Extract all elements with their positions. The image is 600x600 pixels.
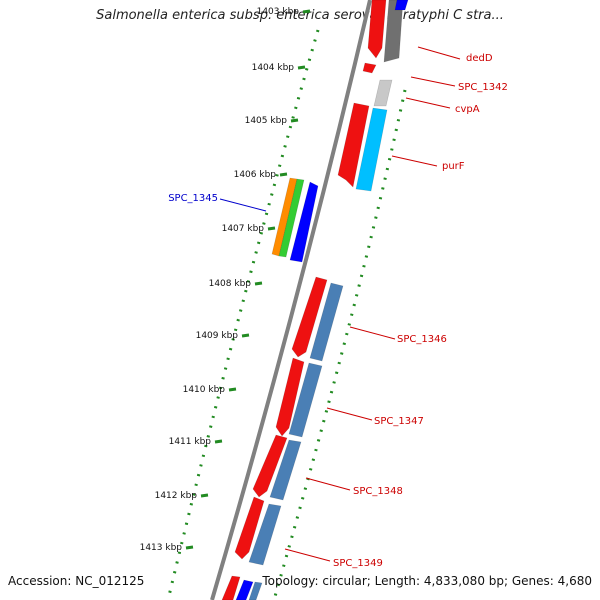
outer-dotted-track [166, 29, 320, 600]
kbp-tick-label: 1413 kbp [140, 543, 183, 553]
gene-label: SPC_1347 [374, 416, 424, 427]
cds-steel [269, 439, 302, 501]
cds-arrow [367, 0, 387, 59]
label-leader-line [284, 548, 331, 562]
cds-light-gray [373, 79, 393, 107]
kbp-tick-label: 1409 kbp [196, 331, 239, 341]
cds-steel [248, 503, 282, 566]
kbp-tick [302, 9, 311, 14]
kbp-tick-label: 1408 kbp [209, 279, 252, 289]
kbp-tick-label: 1404 kbp [252, 63, 295, 73]
cds-arrow [337, 102, 370, 188]
gene-labels: dedD SPC_1342 cvpA purF SPC_1345 SPC_1346 SPC_… [168, 46, 508, 569]
cds-arrow [275, 357, 305, 437]
kbp-tick [241, 333, 250, 338]
inner-dotted-track [272, 89, 407, 600]
kbp-tick [297, 65, 306, 70]
gene-label: purF [442, 161, 465, 172]
cds-arrow [221, 575, 241, 600]
label-leader-line [391, 155, 438, 167]
kbp-tick-label: 1406 kbp [234, 170, 277, 180]
cds-blue [394, 0, 409, 11]
cds-arrow [252, 434, 288, 498]
cds-steel [248, 581, 263, 600]
kbp-ticks: 1403 kbp 1404 kbp 1405 kbp 1406 kbp 1407 kbp… [140, 7, 311, 553]
gene-label: SPC_1346 [397, 334, 447, 345]
kbp-tick-label: 1412 kbp [155, 491, 198, 501]
cds-green [278, 178, 305, 258]
cds-steel [288, 362, 323, 438]
kbp-tick-label: 1405 kbp [245, 116, 288, 126]
gene-label: SPC_1348 [353, 486, 403, 497]
cds-gray [383, 0, 404, 63]
kbp-tick-label: 1407 kbp [222, 224, 265, 234]
cds-blue [235, 579, 254, 600]
cds-arrow [362, 62, 377, 74]
gene-label: SPC_1349 [333, 558, 383, 569]
label-leader-line [219, 198, 267, 212]
kbp-tick [200, 493, 209, 498]
label-leader-line [305, 477, 351, 491]
cds-arrow [291, 276, 328, 358]
kbp-tick [214, 439, 223, 444]
topology-text: Topology: circular; Length: 4,833,080 bp… [262, 574, 592, 588]
kbp-tick [228, 387, 237, 392]
gene-label: dedD [466, 53, 493, 64]
cds-arrow [234, 496, 265, 560]
gene-label: cvpA [455, 104, 480, 115]
kbp-tick-label: 1411 kbp [169, 437, 212, 447]
kbp-tick [267, 226, 276, 231]
label-leader-line [349, 326, 396, 340]
kbp-tick [185, 545, 194, 550]
cds-cyan [355, 107, 388, 192]
label-leader-line [417, 46, 461, 60]
kbp-tick [290, 118, 299, 123]
accession-text: Accession: NC_012125 [8, 574, 145, 588]
kbp-tick-label: 1410 kbp [183, 385, 226, 395]
gene-features [221, 0, 409, 600]
gene-label: SPC_1342 [458, 82, 508, 93]
gene-label: SPC_1345 [168, 193, 218, 204]
label-leader-line [405, 97, 451, 109]
backbone [210, 0, 372, 600]
cds-blue-arrow [289, 181, 319, 263]
label-leader-line [326, 407, 373, 421]
kbp-tick [254, 281, 263, 286]
cds-steel [309, 282, 344, 362]
label-leader-line [410, 76, 456, 87]
kbp-tick [279, 172, 288, 177]
kbp-tick-label: 1403 kbp [257, 7, 300, 17]
